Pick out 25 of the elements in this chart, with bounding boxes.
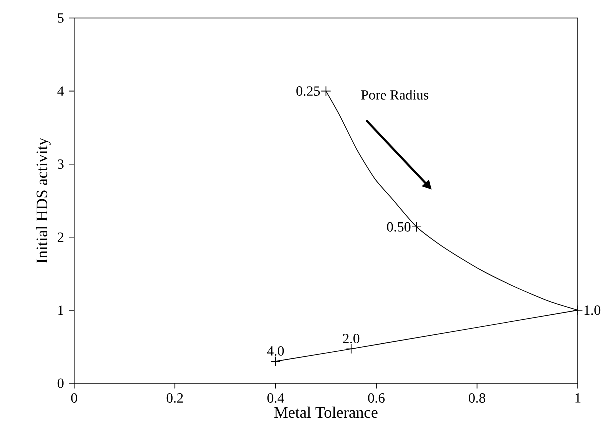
x-axis-title: Metal Tolerance	[274, 406, 378, 418]
x-tick-label: 0.2	[166, 394, 184, 404]
x-tick-label: 0.4	[268, 394, 284, 404]
y-tick-label: 1	[58, 306, 64, 316]
point	[572, 305, 584, 316]
y-tick-label: 2	[58, 232, 64, 242]
annotation: Pore Radius	[361, 90, 429, 100]
point	[270, 356, 281, 367]
y-tick-label: 4	[58, 86, 64, 96]
x-tick-label: 0.6	[368, 394, 385, 404]
annotation: 1.0	[584, 306, 601, 316]
x-tick-label: 0	[71, 394, 78, 403]
x-tick-label: 0.8	[469, 394, 486, 404]
y-tick-label: 5	[58, 14, 64, 23]
annotation: 0.50	[387, 222, 411, 232]
y-tick-label: 0	[58, 378, 64, 388]
y-axis-title: Initial HDS activity	[36, 138, 51, 264]
x-tick-label: 1	[576, 394, 581, 403]
y-tick-label: 3	[58, 160, 64, 170]
annotation: 2.0	[343, 334, 360, 344]
point	[321, 86, 332, 96]
annotation: 0.25	[296, 86, 320, 96]
point	[346, 344, 356, 354]
point	[412, 222, 422, 232]
annotation: 4.0	[267, 346, 284, 356]
